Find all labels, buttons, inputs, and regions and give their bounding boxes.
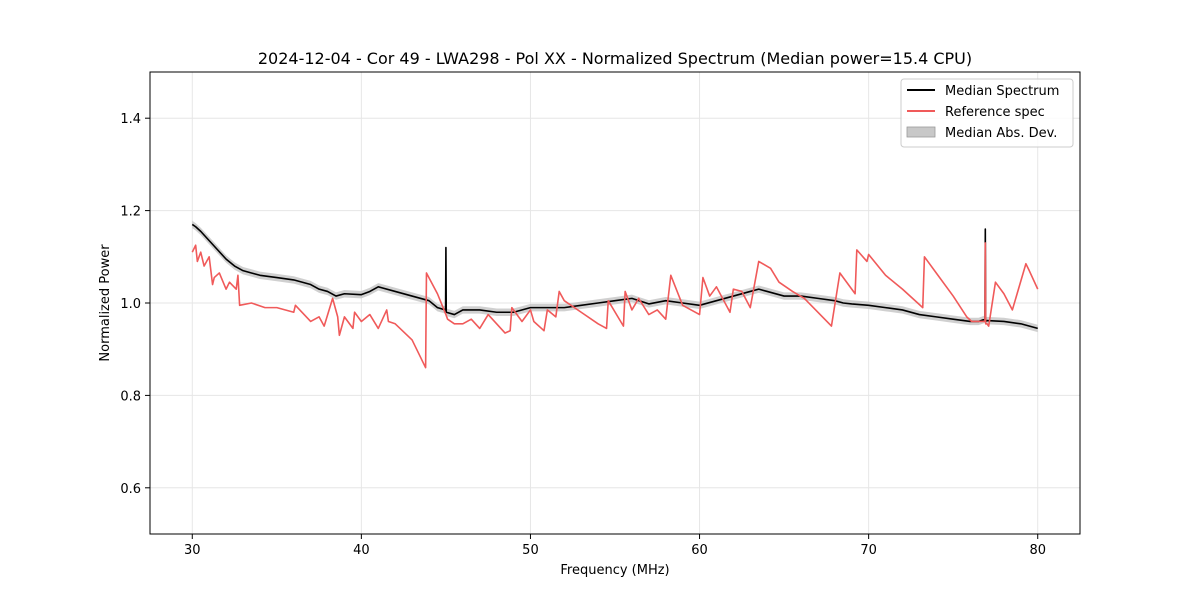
legend-label-reference: Reference spec [945, 105, 1045, 120]
y-axis-ticks: 0.6 0.8 1.0 1.2 1.4 [120, 112, 150, 497]
legend-box [900, 78, 1074, 148]
y-tick-label: 0.8 [120, 389, 141, 404]
x-tick-label: 30 [184, 543, 201, 558]
legend-label-mad: Median Abs. Dev. [945, 126, 1057, 141]
series-layer [191, 223, 1039, 369]
series-mad-band [192, 219, 1038, 333]
y-axis-label: Normalized Power [98, 244, 113, 362]
x-tick-label: 50 [522, 543, 539, 558]
grid [150, 72, 1080, 534]
y-tick-label: 1.4 [120, 112, 141, 127]
mad-band-layer [192, 219, 1038, 333]
series-reference-spec [191, 242, 1039, 369]
legend: Median Spectrum Reference spec Median Ab… [900, 78, 1074, 148]
x-tick-label: 80 [1029, 543, 1046, 558]
y-tick-label: 0.6 [120, 482, 141, 497]
legend-swatch-mad [906, 126, 936, 138]
chart-title: 2024-12-04 - Cor 49 - LWA298 - Pol XX - … [258, 49, 972, 68]
series-median-spectrum [191, 223, 1038, 330]
x-tick-label: 40 [353, 543, 370, 558]
x-tick-label: 60 [691, 543, 708, 558]
legend-label-median: Median Spectrum [945, 84, 1059, 99]
y-tick-label: 1.2 [120, 205, 141, 220]
x-axis-label: Frequency (MHz) [560, 563, 669, 578]
x-tick-label: 70 [860, 543, 877, 558]
y-tick-label: 1.0 [120, 297, 141, 312]
x-axis-ticks: 30 40 50 60 70 80 [184, 534, 1046, 558]
